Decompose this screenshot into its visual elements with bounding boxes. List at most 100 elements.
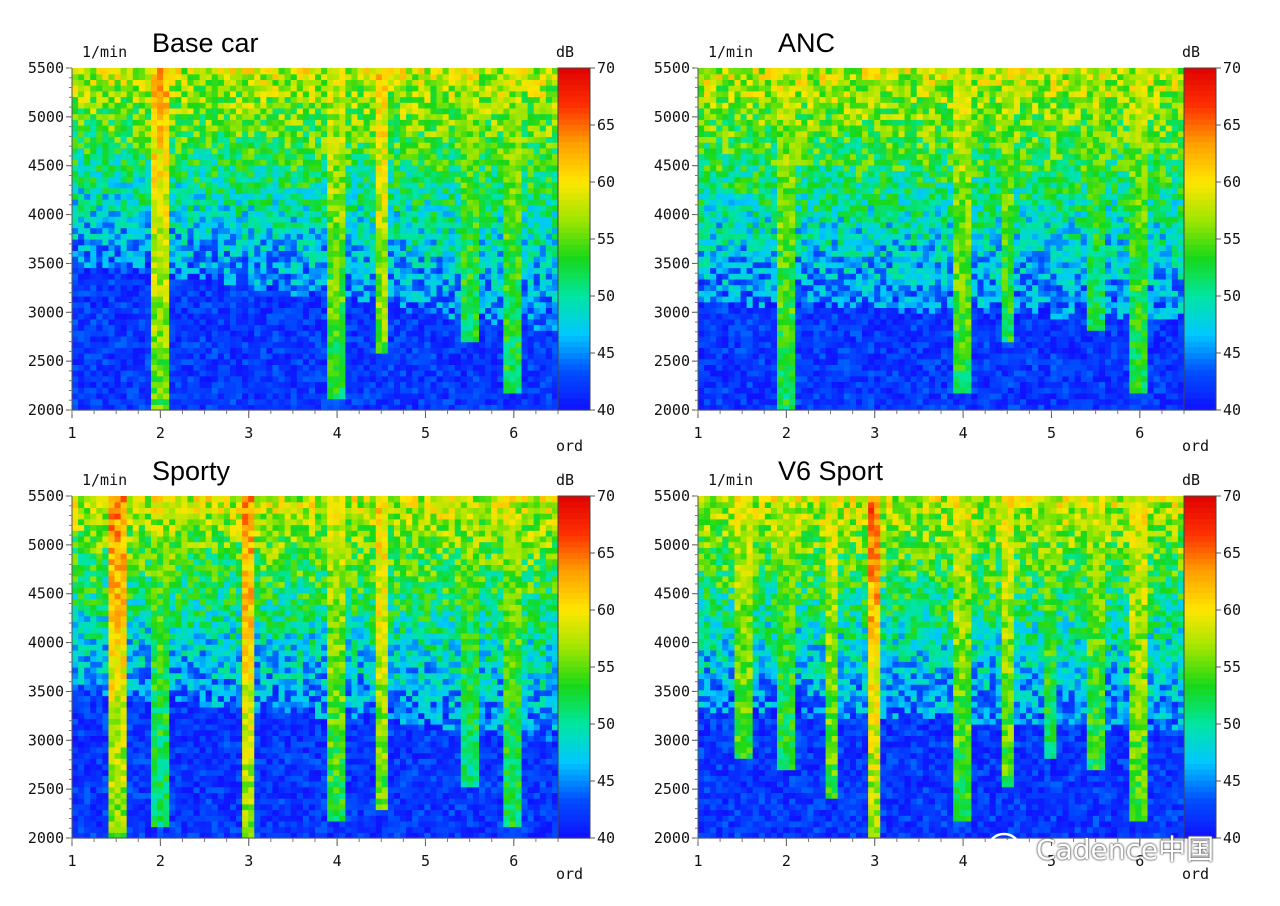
heatmap-cell xyxy=(266,102,273,108)
heatmap-cell xyxy=(303,239,310,245)
heatmap-cell xyxy=(297,279,304,285)
heatmap-cell xyxy=(546,176,553,182)
heatmap-cell xyxy=(121,393,128,399)
heatmap-cell xyxy=(163,353,170,359)
heatmap-cell xyxy=(437,313,444,319)
heatmap-cell xyxy=(515,342,522,348)
heatmap-cell xyxy=(108,302,115,308)
heatmap-cell xyxy=(230,279,237,285)
heatmap-cell xyxy=(127,296,134,302)
heatmap-cell xyxy=(315,353,322,359)
heatmap-cell xyxy=(522,387,529,393)
heatmap-cell xyxy=(254,74,261,80)
heatmap-cell xyxy=(291,199,298,205)
heatmap-cell xyxy=(473,336,480,342)
heatmap-cell xyxy=(163,359,170,365)
heatmap-cell xyxy=(303,216,310,222)
heatmap-cell xyxy=(218,171,225,177)
heatmap-cell xyxy=(376,136,383,142)
heatmap-cell xyxy=(212,176,219,182)
heatmap-cell xyxy=(272,336,279,342)
heatmap-cell xyxy=(206,142,213,148)
heatmap-cell xyxy=(546,296,553,302)
heatmap-cell xyxy=(418,330,425,336)
heatmap-cell xyxy=(528,205,535,211)
heatmap-cell xyxy=(206,79,213,85)
heatmap-cell xyxy=(181,336,188,342)
heatmap-cell xyxy=(522,330,529,336)
heatmap-cell xyxy=(546,359,553,365)
heatmap-cell xyxy=(260,290,267,296)
heatmap-cell xyxy=(485,256,492,262)
heatmap-cell xyxy=(254,273,261,279)
heatmap-cell xyxy=(418,239,425,245)
heatmap-cell xyxy=(169,85,176,91)
heatmap-cell xyxy=(108,347,115,353)
heatmap-cell xyxy=(230,222,237,228)
heatmap-cell xyxy=(157,256,164,262)
heatmap-cell xyxy=(394,142,401,148)
heatmap-cell xyxy=(382,193,389,199)
heatmap-cell xyxy=(175,376,182,382)
heatmap-cell xyxy=(497,154,504,160)
heatmap-cell xyxy=(345,68,352,74)
heatmap-cell xyxy=(388,376,395,382)
heatmap-cell xyxy=(206,262,213,268)
heatmap-cell xyxy=(430,182,437,188)
heatmap-cell xyxy=(351,114,358,120)
heatmap-cell xyxy=(254,228,261,234)
heatmap-cell xyxy=(424,325,431,331)
heatmap-cell xyxy=(503,154,510,160)
heatmap-cell xyxy=(406,136,413,142)
heatmap-cell xyxy=(279,239,286,245)
heatmap-cell xyxy=(169,347,176,353)
heatmap-cell xyxy=(497,97,504,103)
heatmap-cell xyxy=(497,382,504,388)
heatmap-cell xyxy=(285,85,292,91)
heatmap-cell xyxy=(485,364,492,370)
heatmap-cell xyxy=(370,336,377,342)
heatmap-cell xyxy=(528,216,535,222)
heatmap-cell xyxy=(546,182,553,188)
heatmap-cell xyxy=(297,256,304,262)
heatmap-cell xyxy=(272,262,279,268)
heatmap-cell xyxy=(224,91,231,97)
heatmap-cell xyxy=(206,74,213,80)
heatmap-cell xyxy=(449,79,456,85)
y-tick-label: 4000 xyxy=(28,206,64,224)
heatmap-cell xyxy=(260,79,267,85)
heatmap-cell xyxy=(388,188,395,194)
heatmap-cell xyxy=(491,364,498,370)
heatmap-cell xyxy=(145,97,152,103)
heatmap-cell xyxy=(309,364,316,370)
heatmap-cell xyxy=(461,193,468,199)
heatmap-cell xyxy=(248,228,255,234)
heatmap-cell xyxy=(528,399,535,405)
heatmap-cell xyxy=(479,114,486,120)
heatmap-cell xyxy=(127,325,134,331)
heatmap-cell xyxy=(157,114,164,120)
heatmap-cell xyxy=(473,199,480,205)
heatmap-cell xyxy=(376,245,383,251)
heatmap-cell xyxy=(388,125,395,131)
heatmap-cell xyxy=(260,108,267,114)
heatmap-cell xyxy=(327,68,334,74)
heatmap-cell xyxy=(145,182,152,188)
heatmap-cell xyxy=(236,154,243,160)
heatmap-cell xyxy=(157,68,164,74)
heatmap-cell xyxy=(406,262,413,268)
heatmap-cell xyxy=(272,302,279,308)
heatmap-cell xyxy=(370,148,377,154)
heatmap-cell xyxy=(78,85,85,91)
heatmap-cell xyxy=(236,74,243,80)
heatmap-cell xyxy=(169,182,176,188)
heatmap-cell xyxy=(479,364,486,370)
heatmap-cell xyxy=(394,256,401,262)
heatmap-cell xyxy=(230,159,237,165)
heatmap-cell xyxy=(321,399,328,405)
heatmap-cell xyxy=(345,256,352,262)
heatmap-cell xyxy=(449,399,456,405)
heatmap-cell xyxy=(151,364,158,370)
heatmap-cell xyxy=(90,97,97,103)
heatmap-cell xyxy=(424,268,431,274)
